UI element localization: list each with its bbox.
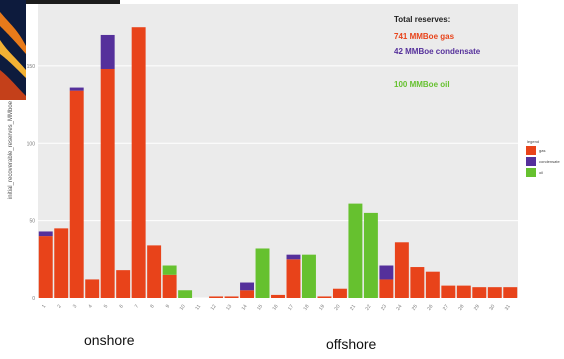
- bar-gas-3: [69, 90, 84, 299]
- bar-gas-12: [209, 296, 224, 298]
- bars: [38, 27, 518, 299]
- bar-gas-2: [54, 228, 69, 298]
- x-tick-label-28: 28: [457, 304, 465, 312]
- x-tick-label-11: 11: [194, 304, 202, 312]
- x-tick-label-25: 25: [411, 304, 419, 312]
- bar-gas-5: [100, 68, 115, 299]
- x-tick-label-3: 3: [72, 304, 79, 310]
- x-tick-label-6: 6: [118, 304, 125, 310]
- bar-gas-6: [116, 270, 131, 298]
- legend-swatch-gas: [526, 146, 536, 155]
- legend: legend gas condensate oil: [526, 139, 560, 177]
- x-tick-label-4: 4: [87, 304, 94, 310]
- corner-image: [0, 0, 26, 100]
- bar-gas-7: [131, 27, 146, 299]
- legend-label-condensate: condensate: [539, 159, 560, 164]
- totals-condensate: 42 MMBoe condensate: [394, 47, 481, 56]
- y-tick-label-3: 150: [27, 64, 36, 70]
- x-tick-label-10: 10: [179, 304, 187, 312]
- x-tick-label-30: 30: [488, 304, 496, 312]
- totals-gas: 741 MMBoe gas: [394, 32, 455, 41]
- bar-gas-27: [441, 285, 456, 298]
- bar-oil-10: [178, 290, 193, 298]
- x-tick-label-8: 8: [149, 304, 156, 310]
- totals-oil: 100 MMBoe oil: [394, 80, 450, 89]
- bar-oil-15: [255, 248, 270, 298]
- plot-panel: [38, 4, 518, 298]
- x-ticks: 1 2 3 4 5 6 7 8 9 10 11 12 13 14 15 16 17 18 19 20 21 22 23 24 2…: [41, 304, 512, 312]
- totals-annotation: Total reserves: 741 MMBoe gas 42 MMBoe c…: [394, 15, 481, 89]
- bar-oil-18: [302, 254, 316, 298]
- bar-gas-16: [271, 294, 285, 298]
- x-tick-label-29: 29: [473, 304, 481, 312]
- x-tick-label-5: 5: [103, 304, 110, 310]
- bar-gas-1: [38, 236, 53, 298]
- bar-gas-17: [286, 259, 301, 298]
- y-axis-title: initial_recoverable_reserves_MMboe: [8, 100, 14, 199]
- x-tick-label-31: 31: [504, 304, 512, 312]
- bar-condensate-23: [379, 265, 394, 280]
- x-tick-label-26: 26: [426, 304, 434, 312]
- bar-gas-20: [332, 288, 347, 298]
- x-tick-label-15: 15: [256, 304, 264, 312]
- x-tick-label-1: 1: [41, 304, 48, 310]
- bar-gas-23: [379, 279, 394, 298]
- bar-oil-21: [348, 203, 363, 298]
- bar-gas-25: [410, 267, 425, 298]
- x-tick-label-18: 18: [303, 304, 311, 312]
- x-tick-label-16: 16: [272, 304, 280, 312]
- bar-oil-22: [363, 212, 378, 298]
- legend-label-gas: gas: [539, 148, 545, 153]
- x-tick-label-23: 23: [380, 304, 388, 312]
- bar-gas-14: [240, 290, 254, 298]
- x-tick-label-22: 22: [364, 304, 372, 312]
- totals-title: Total reserves:: [394, 15, 450, 24]
- bar-condensate-1: [38, 231, 53, 237]
- bar-gas-28: [456, 285, 471, 298]
- bar-gas-26: [425, 271, 440, 298]
- legend-title: legend: [527, 139, 539, 144]
- bar-condensate-3: [69, 87, 84, 91]
- x-tick-label-21: 21: [349, 304, 357, 312]
- x-tick-label-9: 9: [165, 304, 172, 310]
- legend-swatch-oil: [526, 168, 536, 177]
- bar-gas-4: [85, 279, 100, 298]
- bar-gas-13: [224, 296, 239, 298]
- header-strip: [0, 0, 120, 4]
- x-tick-label-14: 14: [241, 304, 249, 312]
- x-tick-label-27: 27: [442, 304, 450, 312]
- bar-gas-30: [487, 287, 502, 298]
- x-tick-label-17: 17: [287, 304, 295, 312]
- legend-swatch-condensate: [526, 157, 536, 166]
- bar-gas-9: [162, 274, 177, 298]
- y-ticks: 0 50 100 150: [27, 64, 36, 302]
- offshore-label: offshore: [326, 336, 377, 352]
- bar-condensate-17: [286, 254, 301, 260]
- x-tick-label-24: 24: [395, 304, 403, 312]
- bar-gas-29: [472, 287, 487, 298]
- bar-condensate-5: [100, 34, 115, 69]
- legend-label-oil: oil: [539, 170, 543, 175]
- x-tick-label-20: 20: [333, 304, 341, 312]
- x-tick-label-19: 19: [318, 304, 326, 312]
- bar-gas-24: [394, 242, 409, 298]
- bar-gas-19: [317, 296, 332, 298]
- x-tick-label-2: 2: [56, 304, 63, 310]
- x-tick-label-12: 12: [210, 304, 218, 312]
- bar-gas-8: [147, 245, 162, 298]
- bar-gas-31: [503, 287, 518, 298]
- bar-oil-9: [162, 265, 177, 275]
- x-tick-label-13: 13: [225, 304, 233, 312]
- y-tick-label-0: 0: [32, 296, 35, 302]
- y-tick-label-1: 50: [29, 219, 35, 225]
- bar-condensate-14: [240, 282, 254, 291]
- onshore-label: onshore: [84, 332, 135, 348]
- y-tick-label-2: 100: [27, 141, 36, 147]
- x-tick-label-7: 7: [134, 304, 141, 310]
